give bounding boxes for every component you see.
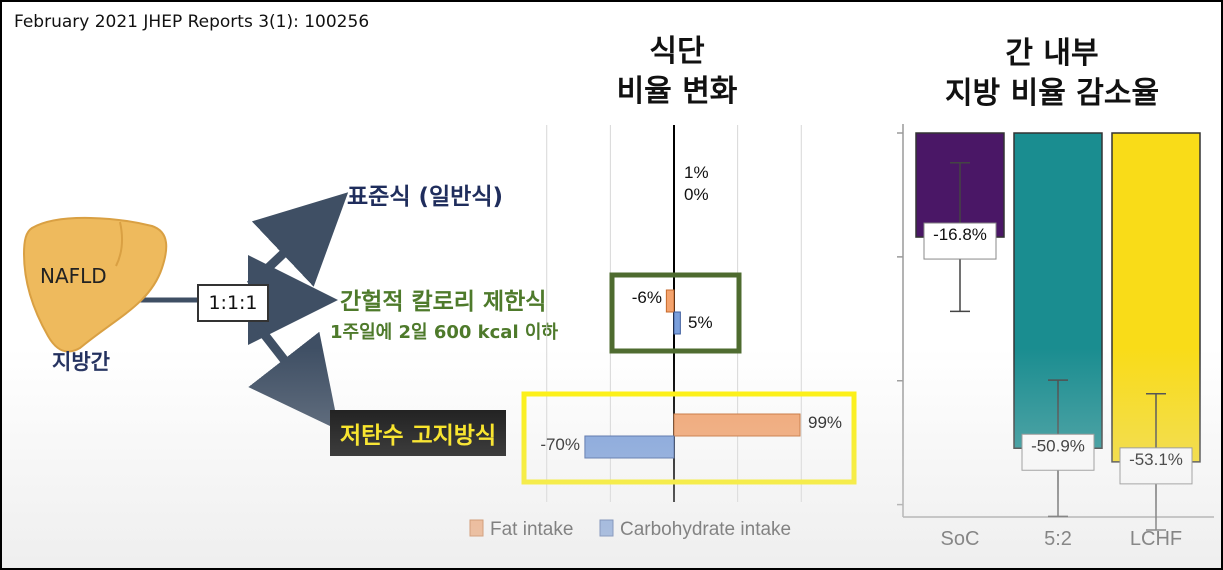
liver-fat-value-label: -53.1% xyxy=(1129,450,1183,469)
diet-title-line-1: 식단 xyxy=(649,34,705,69)
diet-title-line-2: 비율 변화 xyxy=(616,74,738,109)
fat-intake-bar xyxy=(665,289,675,313)
fat-value-label: 1% xyxy=(684,163,709,182)
liver-fat-category-label: LCHF xyxy=(1130,528,1182,550)
citation-text: February 2021 JHEP Reports 3(1): 100256 xyxy=(14,12,370,32)
carb-intake-bar xyxy=(673,311,681,335)
liver-label: NAFLD xyxy=(40,264,107,288)
diet-chart-title: 식단 비율 변화 xyxy=(562,32,792,112)
carb-value-label: 5% xyxy=(688,313,713,332)
liver-icon xyxy=(22,217,168,353)
arm-ief-sublabel: 1주일에 2일 600 kcal 이하 xyxy=(330,322,559,343)
liver-fat-value-label: -50.9% xyxy=(1031,436,1085,455)
liver-fat-chart-title: 간 내부 지방 비율 감소율 xyxy=(892,34,1212,114)
fat-value-label: -6% xyxy=(632,288,662,307)
lchf-highlight-box xyxy=(521,391,857,485)
fat-title-line-1: 간 내부 xyxy=(1005,36,1099,71)
ratio-box: 1:1:1 xyxy=(197,284,269,322)
value-label-box xyxy=(1021,433,1095,471)
fat-title-line-2: 지방 비율 감소율 xyxy=(944,76,1160,111)
legend-fat-swatch xyxy=(469,519,484,537)
value-label-box xyxy=(1119,447,1193,485)
liver-fat-category-label: SoC xyxy=(941,528,980,550)
fat-value-label: 99% xyxy=(808,413,842,432)
carb-value-label: -70% xyxy=(540,435,580,454)
arm-soc-label: 표준식 (일반식) xyxy=(347,184,503,210)
arrow-to-lchf xyxy=(246,313,340,431)
liver-fat-value-label: -16.8% xyxy=(933,225,987,244)
arm-lchf-label: 저탄수 고지방식 xyxy=(330,410,507,456)
arm-ief-label: 간헐적 칼로리 제한식 xyxy=(340,289,547,315)
ief-highlight-box xyxy=(609,272,742,354)
legend-fat-label: Fat intake xyxy=(490,519,573,540)
fat-intake-bar xyxy=(673,413,801,437)
liver-fat-category-label: 5:2 xyxy=(1044,528,1072,550)
legend-carb-label: Carbohydrate intake xyxy=(620,519,791,540)
legend-carb-swatch xyxy=(599,519,614,537)
carb-value-label: 0% xyxy=(684,185,709,204)
carb-intake-bar xyxy=(584,435,675,459)
value-label-box xyxy=(923,222,997,260)
fatty-liver-label: 지방간 xyxy=(52,350,110,374)
